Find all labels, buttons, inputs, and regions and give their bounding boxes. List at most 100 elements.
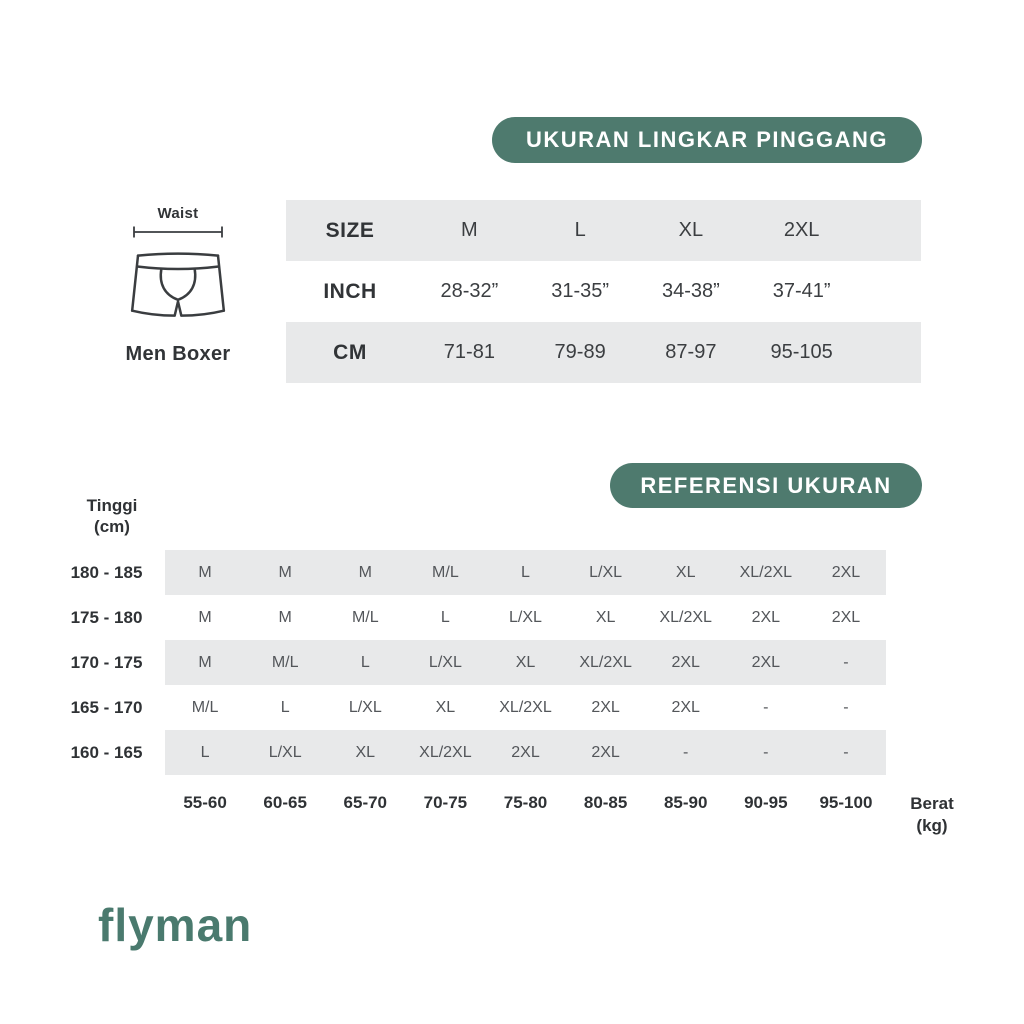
row-cells: L L/XL XL XL/2XL 2XL 2XL - - -: [165, 730, 886, 775]
size-cell: 2XL: [783, 219, 820, 241]
brand-logo: flyman: [98, 899, 253, 951]
size-cell: M: [278, 563, 292, 581]
table-row: 180 - 185 M M M M/L L L/XL XL XL/2XL 2XL: [0, 550, 886, 595]
size-cell: L: [521, 563, 530, 581]
height-axis-label: Tinggi (cm): [62, 495, 162, 537]
cm-cell: 79-89: [554, 341, 606, 363]
size-cell: XL: [515, 653, 536, 671]
height-axis-line1: Tinggi: [86, 496, 138, 515]
size-cell: M/L: [271, 653, 299, 671]
size-cell: XL: [678, 219, 704, 241]
weight-axis-label: Berat (kg): [886, 793, 978, 837]
row-label-size: SIZE: [325, 218, 375, 242]
waist-measure-line: [133, 226, 223, 238]
size-cell: 2XL: [671, 698, 700, 716]
size-cell: L/XL: [428, 653, 462, 671]
size-cell: L/XL: [348, 698, 382, 716]
size-cell: -: [763, 698, 769, 716]
size-cell: 2XL: [751, 608, 781, 626]
size-cell: L/XL: [509, 608, 542, 626]
size-cell: XL/2XL: [579, 653, 632, 671]
size-cell: L: [360, 653, 370, 671]
cm-cell: 95-105: [770, 341, 833, 363]
size-reference-table: 180 - 185 M M M M/L L L/XL XL XL/2XL 2XL…: [0, 550, 886, 775]
size-cell: XL: [595, 608, 616, 626]
size-cell: 2XL: [751, 653, 781, 671]
size-cell: -: [763, 743, 769, 761]
row-cells: M/L L L/XL XL XL/2XL 2XL 2XL - -: [165, 685, 886, 730]
size-cell: XL/2XL: [659, 608, 712, 626]
size-cell: 2XL: [671, 653, 700, 671]
cm-cell: 87-97: [665, 341, 717, 363]
reference-section-title: REFERENSI UKURAN: [640, 472, 892, 498]
size-cell: M: [461, 219, 478, 241]
height-range-label: 165 - 170: [70, 697, 143, 717]
weight-range-label: 85-90: [663, 793, 708, 812]
cm-cell: 71-81: [443, 341, 495, 363]
size-cell: M/L: [432, 563, 459, 581]
size-cell: M: [198, 608, 212, 626]
row-cells: M M M M/L L L/XL XL XL/2XL 2XL: [165, 550, 886, 595]
weight-range-label: 60-65: [263, 793, 307, 812]
figure-caption: Men Boxer: [125, 343, 231, 365]
table-row: 165 - 170 M/L L L/XL XL XL/2XL 2XL 2XL -…: [0, 685, 886, 730]
waist-section-title-pill: UKURAN LINGKAR PINGGANG: [492, 117, 922, 163]
row-label-inch: INCH: [323, 279, 377, 303]
size-cell: -: [843, 698, 849, 716]
table-row-size: SIZE M L XL 2XL: [286, 200, 921, 261]
weight-axis-line1: Berat: [910, 794, 954, 813]
size-cell: -: [843, 653, 849, 671]
size-cell: M: [198, 563, 212, 581]
size-cell: M/L: [191, 698, 219, 716]
table-row: 170 - 175 M M/L L L/XL XL XL/2XL 2XL 2XL…: [0, 640, 886, 685]
size-cell: L: [200, 743, 210, 761]
inch-cell: 28-32”: [440, 280, 499, 302]
size-cell: 2XL: [831, 608, 861, 626]
inch-cell: 31-35”: [551, 280, 610, 302]
size-cell: -: [683, 743, 689, 761]
weight-range-label: 80-85: [583, 793, 628, 812]
row-label-cm: CM: [333, 340, 367, 364]
height-range-label: 170 - 175: [70, 652, 143, 672]
size-cell: L/XL: [268, 743, 302, 761]
height-range-label: 175 - 180: [70, 607, 143, 627]
inch-cell: 37-41”: [772, 280, 831, 302]
row-cells: M M/L L L/XL XL XL/2XL 2XL 2XL -: [165, 640, 886, 685]
weight-range-label: 95-100: [819, 793, 873, 812]
weight-range-label: 90-95: [744, 793, 788, 812]
size-cell: XL/2XL: [739, 563, 793, 581]
size-cell: 2XL: [591, 698, 620, 716]
height-range-label: 160 - 165: [70, 742, 143, 762]
height-axis-line2: (cm): [94, 517, 130, 536]
size-cell: M/L: [351, 608, 379, 626]
waist-measure-label: Waist: [157, 205, 199, 222]
size-cell: XL/2XL: [419, 743, 472, 761]
boxer-shorts-icon: [130, 252, 226, 317]
waist-section-title: UKURAN LINGKAR PINGGANG: [525, 127, 889, 152]
size-cell: M: [278, 608, 292, 626]
size-cell: L: [440, 608, 450, 626]
size-cell: L/XL: [589, 563, 623, 581]
size-cell: L: [574, 219, 586, 241]
weight-range-label: 70-75: [423, 793, 468, 812]
inch-cell: 34-38”: [661, 280, 720, 302]
size-cell: XL: [355, 743, 376, 761]
size-cell: XL: [675, 563, 696, 581]
table-row: 175 - 180 M M M/L L L/XL XL XL/2XL 2XL 2…: [0, 595, 886, 640]
row-cells: M M M/L L L/XL XL XL/2XL 2XL 2XL: [165, 595, 886, 640]
size-cell: XL/2XL: [499, 698, 552, 716]
size-cell: 2XL: [591, 743, 620, 761]
reference-section-title-pill: REFERENSI UKURAN: [610, 463, 922, 508]
weight-axis-ticks: 55-60 60-65 65-70 70-75 75-80 80-85 85-9…: [165, 793, 886, 813]
height-range-label: 180 - 185: [70, 562, 143, 582]
weight-axis-line2: (kg): [916, 816, 948, 835]
weight-range-label: 55-60: [183, 793, 227, 812]
size-cell: XL: [435, 698, 456, 716]
waist-size-table: SIZE M L XL 2XL INCH 28-32” 31-35” 34-38…: [286, 200, 921, 383]
weight-range-label: 65-70: [343, 793, 388, 812]
size-cell: M: [358, 563, 372, 581]
table-row: 160 - 165 L L/XL XL XL/2XL 2XL 2XL - - -: [0, 730, 886, 775]
size-cell: M: [198, 653, 212, 671]
boxer-figure: Waist Men Boxer: [110, 205, 246, 366]
size-cell: -: [843, 743, 849, 761]
